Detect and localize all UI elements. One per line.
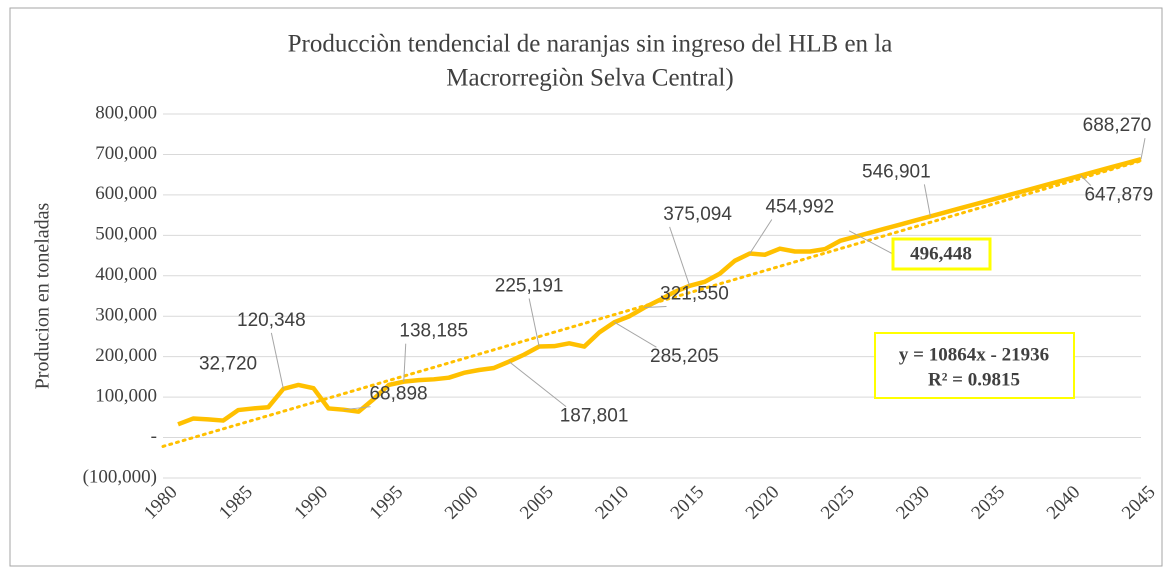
y-axis-label: Producion en toneladas (32, 202, 54, 389)
label-leader (508, 361, 567, 407)
y-tick-label: 300,000 (95, 305, 157, 326)
label-leader (1140, 138, 1146, 160)
r-squared: R² = 0.9815 (928, 369, 1020, 390)
label-leader (644, 306, 667, 309)
trendline (161, 159, 1143, 448)
label-leader (749, 219, 773, 254)
data-label: 321,550 (660, 284, 729, 305)
data-label: 647,879 (1084, 185, 1153, 206)
data-line (177, 157, 1142, 427)
data-label: 375,094 (663, 204, 732, 225)
chart-title: Producciòn tendencial de naranjas sin in… (288, 31, 893, 58)
data-label: 285,205 (650, 346, 719, 367)
y-tick-label: 500,000 (95, 224, 157, 245)
data-label: 496,448 (910, 243, 972, 264)
y-tick-label: 400,000 (95, 264, 157, 285)
label-leader (848, 230, 894, 255)
y-tick-label: 600,000 (95, 183, 157, 204)
y-tick-label: - (151, 426, 157, 447)
chart-frame (9, 7, 1163, 567)
data-label: 138,185 (399, 321, 468, 342)
y-tick-label: (100,000) (83, 466, 157, 487)
data-label: 688,270 (1083, 115, 1152, 136)
label-leader (614, 321, 657, 348)
label-leader (403, 343, 407, 382)
data-label: 225,191 (495, 275, 564, 296)
equation: y = 10864x - 21936 (899, 344, 1049, 365)
y-tick-label: 700,000 (95, 143, 157, 164)
data-label: 120,348 (237, 310, 306, 331)
data-label: 454,992 (765, 197, 834, 218)
y-tick-label: 100,000 (95, 385, 157, 406)
equation-box (874, 332, 1075, 399)
data-label: 187,801 (560, 406, 629, 427)
label-box (891, 237, 992, 271)
label-leader (270, 332, 284, 389)
label-leader (343, 406, 371, 411)
data-label: 32,720 (199, 353, 257, 374)
chart-subtitle: Macrorregiòn Selva Central) (446, 65, 733, 92)
y-tick-label: 800,000 (95, 102, 157, 123)
label-leader (669, 226, 691, 287)
data-label: 546,901 (862, 161, 931, 182)
label-leader (1080, 175, 1092, 186)
y-tick-label: 200,000 (95, 345, 157, 366)
label-leader (528, 298, 540, 347)
label-leader (923, 184, 931, 217)
data-label: 68,898 (369, 384, 427, 405)
